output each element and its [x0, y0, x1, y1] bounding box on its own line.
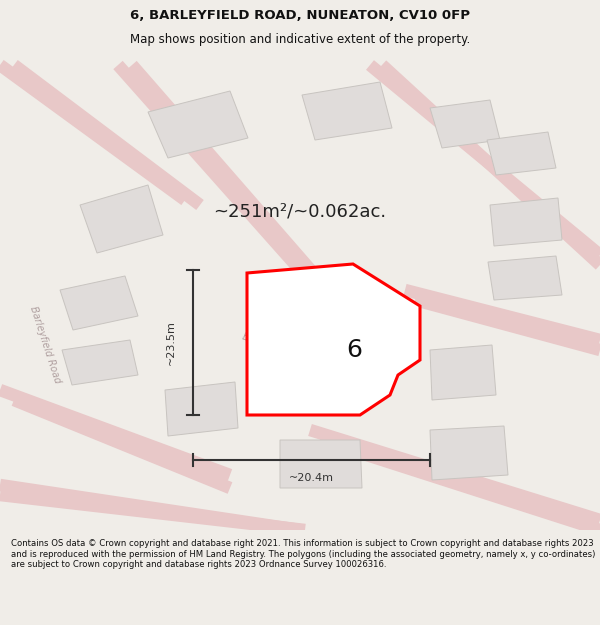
- Text: Barleyfield  Road: Barleyfield Road: [241, 332, 323, 367]
- Polygon shape: [165, 382, 238, 436]
- Polygon shape: [80, 185, 163, 253]
- Polygon shape: [430, 426, 508, 480]
- Polygon shape: [62, 340, 138, 385]
- Text: Map shows position and indicative extent of the property.: Map shows position and indicative extent…: [130, 33, 470, 46]
- Polygon shape: [247, 264, 420, 415]
- Text: 6: 6: [346, 338, 362, 362]
- Text: ~20.4m: ~20.4m: [289, 473, 334, 483]
- Polygon shape: [490, 198, 562, 246]
- Polygon shape: [430, 345, 496, 400]
- Polygon shape: [148, 91, 248, 158]
- Text: 6, BARLEYFIELD ROAD, NUNEATON, CV10 0FP: 6, BARLEYFIELD ROAD, NUNEATON, CV10 0FP: [130, 9, 470, 22]
- Polygon shape: [488, 256, 562, 300]
- Text: ~251m²/~0.062ac.: ~251m²/~0.062ac.: [214, 202, 386, 221]
- Polygon shape: [487, 132, 556, 175]
- Polygon shape: [328, 330, 388, 382]
- Text: Contains OS data © Crown copyright and database right 2021. This information is : Contains OS data © Crown copyright and d…: [11, 539, 595, 569]
- Polygon shape: [302, 82, 392, 140]
- Text: Barleyfield Road: Barleyfield Road: [28, 305, 62, 384]
- Polygon shape: [280, 440, 362, 488]
- Polygon shape: [430, 100, 500, 148]
- Polygon shape: [60, 276, 138, 330]
- Text: ~23.5m: ~23.5m: [166, 320, 176, 365]
